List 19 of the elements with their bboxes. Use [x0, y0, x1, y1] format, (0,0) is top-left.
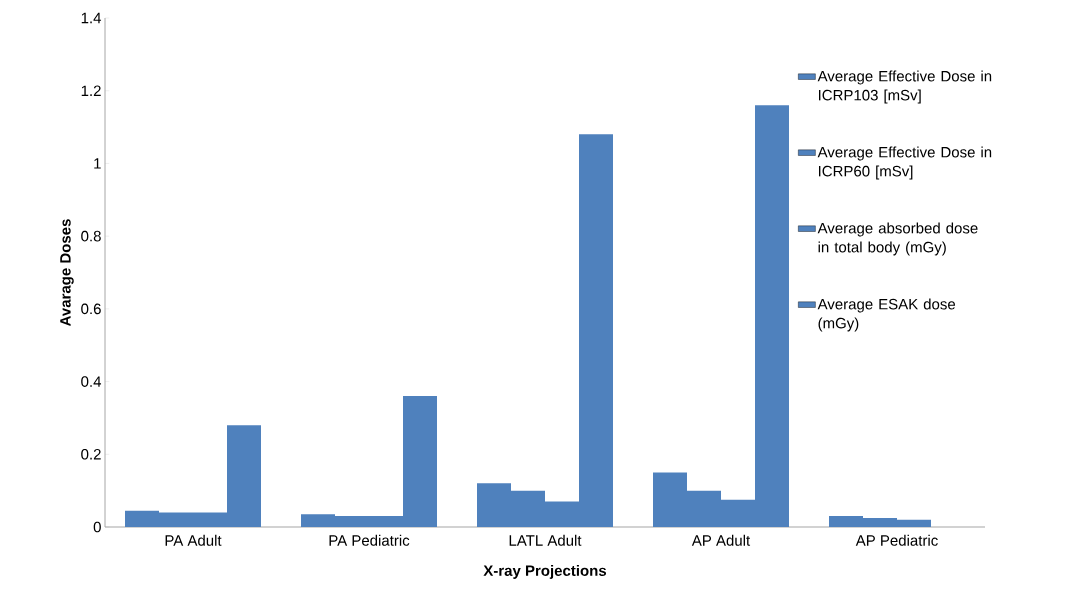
x-tick-label: PA Pediatric: [329, 534, 410, 546]
y-tick-label: 0.6: [81, 303, 101, 315]
x-tick-label: PA Adult: [165, 534, 222, 546]
legend-label: Average ESAK dose (mGy): [817, 298, 956, 332]
y-axis-title: Avarage Doses: [60, 219, 74, 327]
y-tick-label: 0: [93, 521, 101, 533]
y-tick-label: 1: [94, 158, 101, 169]
x-tick-label: LATL Adult: [509, 534, 582, 546]
legend-label: Average Effective Dose in ICRP60 [mSv]: [817, 146, 992, 180]
x-tick-label: AP Pediatric: [855, 534, 938, 546]
y-tick-label: 0.2: [81, 448, 101, 460]
y-tick-label: 0.8: [81, 230, 101, 242]
y-tick-label: 1.4: [81, 12, 102, 24]
legend-label: Average Effective Dose in ICRP103 [mSv]: [817, 70, 992, 104]
legend-label: Average absorbed dose in total body (mGy): [817, 222, 978, 256]
y-tick-label: 0.4: [81, 376, 102, 387]
x-tick-label: AP Adult: [691, 534, 751, 546]
x-axis-title: X-ray Projections: [483, 564, 607, 579]
y-tick-label: 1.2: [81, 85, 101, 96]
